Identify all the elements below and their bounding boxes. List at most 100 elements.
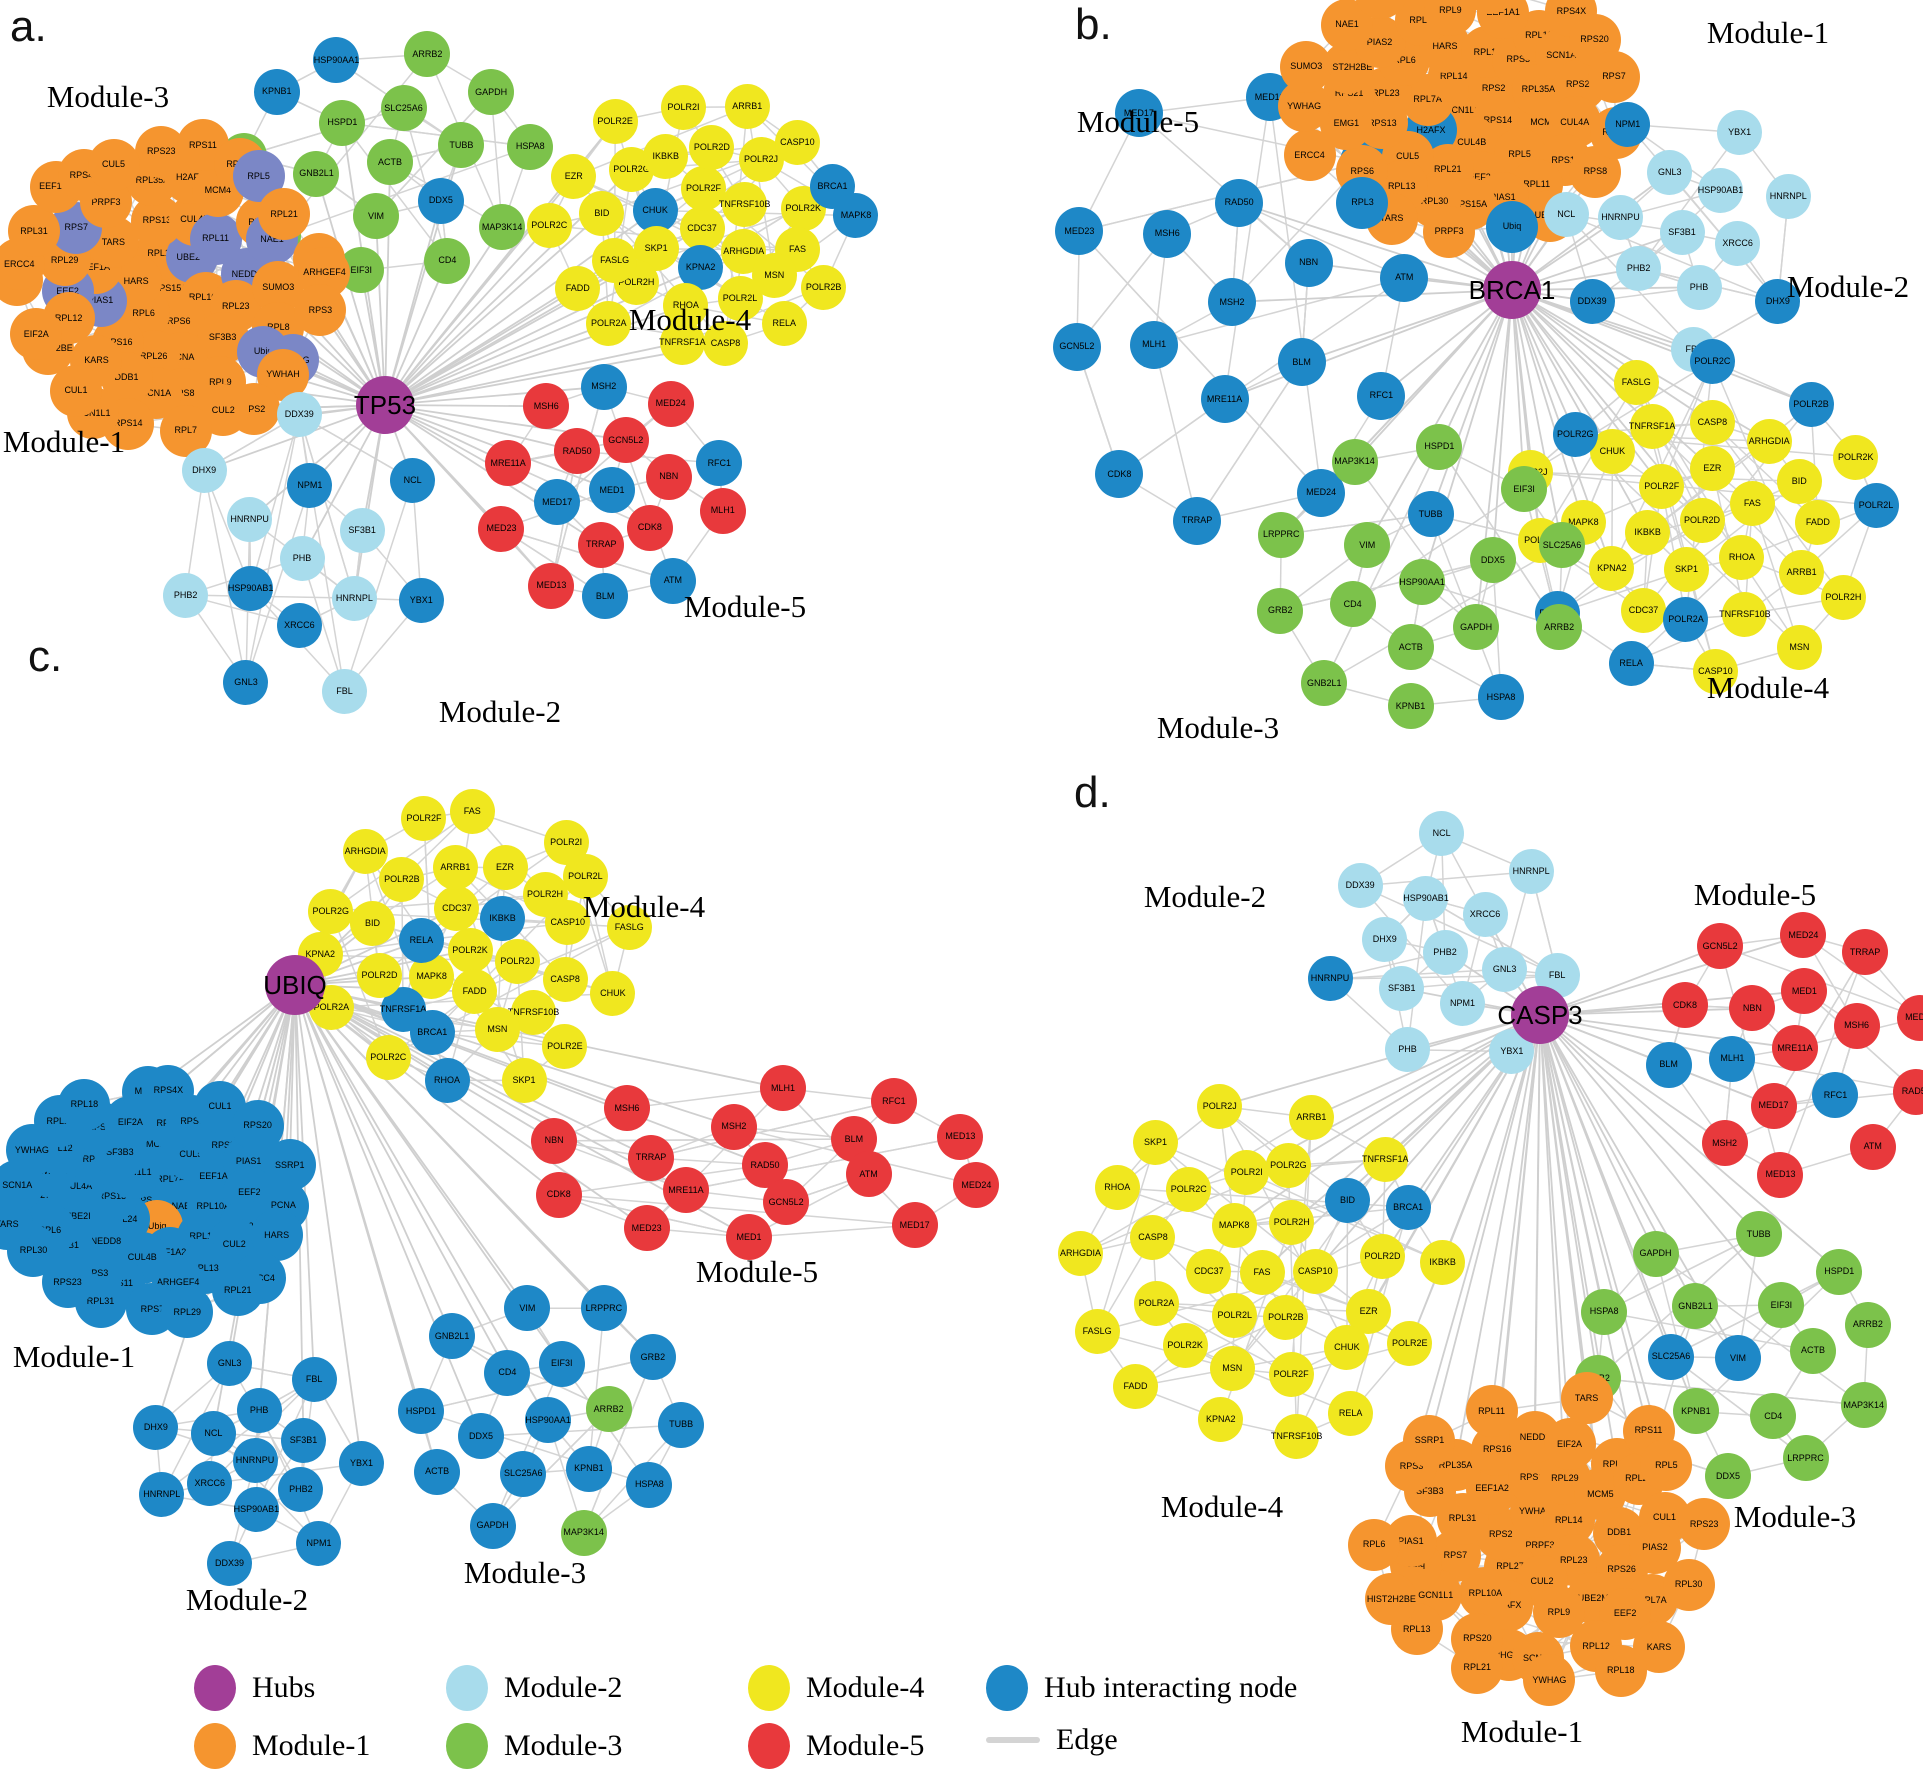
node-POLR2D: POLR2D: [356, 952, 402, 998]
node-label: MED23: [631, 1222, 662, 1233]
hub-node-TP53: TP53: [354, 376, 416, 434]
node-POLR2G: POLR2G: [308, 888, 354, 934]
node-HSP90AB1: HSP90AB1: [234, 1487, 279, 1533]
edge: [1539, 1014, 1571, 1445]
node-label: CASP8: [1697, 417, 1728, 428]
node-RELA: RELA: [1608, 640, 1654, 686]
node-label: PHB: [292, 552, 312, 563]
node-DHX9: DHX9: [133, 1404, 179, 1450]
node-POLR2B: POLR2B: [1788, 382, 1834, 428]
edge: [294, 984, 687, 1192]
node-label: FASLG: [1082, 1326, 1112, 1337]
node-label: PIAS1: [1398, 1535, 1424, 1546]
edge: [1280, 559, 1494, 612]
node-label: TNFRSF10B: [1719, 609, 1771, 620]
edge: [294, 984, 549, 1421]
node-label: HNRNPU: [230, 513, 269, 524]
node-label: POLR2A: [1668, 613, 1704, 624]
node-EIF3I: EIF3I: [538, 1340, 585, 1387]
node-EIF2A: EIF2A: [1463, 0, 1516, 14]
node-label: MSH2: [591, 381, 617, 392]
edge: [1627, 123, 1779, 303]
node-POLR2C: POLR2C: [1689, 338, 1735, 384]
node-label: CUL2: [222, 1238, 246, 1249]
node-label: ACTB: [425, 1466, 450, 1477]
node-label: BID: [594, 207, 610, 218]
node-GCN5L2: GCN5L2: [602, 417, 649, 464]
panel-letter: c.: [28, 632, 63, 681]
node-label: RFC1: [1823, 1089, 1848, 1100]
node-GRB2: GRB2: [1257, 587, 1304, 634]
node-label: XRCC6: [194, 1478, 226, 1489]
node-label: SF3B1: [1388, 983, 1416, 994]
node-MSH6: MSH6: [1143, 209, 1192, 258]
node-label: RPS7: [1602, 71, 1626, 82]
node-label: TUBB: [669, 1419, 694, 1430]
node-RHOA: RHOA: [1094, 1165, 1140, 1211]
node-label: SLC25A6: [1651, 1351, 1691, 1362]
node-label: TRRAP: [1181, 515, 1213, 526]
node-label: RPS7: [64, 222, 89, 233]
node-PHB2: PHB2: [163, 572, 209, 618]
node-RPL21: RPL21: [258, 188, 311, 241]
node-label: RHOA: [433, 1074, 460, 1085]
node-label: HSPA8: [634, 1479, 664, 1490]
module-label-c-module-4: Module-4: [582, 889, 706, 924]
node-label: MED24: [961, 1179, 992, 1190]
node-label: POLR2H: [527, 889, 564, 900]
edge: [1638, 132, 1741, 269]
node-POLR2D: POLR2D: [1679, 497, 1725, 543]
node-Ubiq: Ubiq: [1485, 200, 1538, 253]
edge: [474, 926, 630, 993]
node-label: TUBB: [1418, 508, 1443, 519]
node-label: RPS4X: [153, 1085, 184, 1096]
edge: [384, 404, 558, 504]
node-label: CUL5: [102, 159, 126, 170]
hub-label: UBIQ: [263, 969, 327, 1000]
node-label: CUL2: [1530, 1575, 1554, 1586]
node-label: POLR2G: [1557, 428, 1594, 439]
node-label: CASP10: [550, 917, 585, 928]
node-label: BLM: [1659, 1059, 1678, 1070]
node-label: MAP3K14: [563, 1527, 604, 1537]
node-label: EZR: [564, 171, 583, 182]
node-POLR2B: POLR2B: [1263, 1294, 1309, 1340]
legend-item-hubs: Hubs: [194, 1665, 315, 1711]
module-label-b-module-5: Module-5: [1076, 104, 1200, 139]
node-label: NPM1: [306, 1538, 332, 1549]
node-label: GNB2L1: [299, 168, 334, 179]
node-HSP90AA1: HSP90AA1: [1399, 559, 1445, 605]
module-label-d-module-5: Module-5: [1693, 877, 1817, 912]
edge: [294, 984, 482, 1437]
node-GAPDH: GAPDH: [469, 1502, 516, 1549]
node-label: POLR2I: [1230, 1166, 1263, 1177]
node-XRCC6: XRCC6: [1715, 220, 1761, 266]
node-KPNB1: KPNB1: [253, 68, 300, 115]
node-GNB2L1: GNB2L1: [1301, 660, 1348, 707]
node-label: PIAS2: [1366, 36, 1393, 47]
node-POLR2A: POLR2A: [586, 300, 632, 346]
edge: [685, 1136, 961, 1191]
node-CDC37: CDC37: [679, 205, 725, 251]
edge: [1751, 503, 1801, 648]
node-RPL21: RPL21: [1451, 1641, 1504, 1694]
edge: [1530, 360, 1713, 474]
node-label: RPL14: [1440, 70, 1468, 81]
node-MSH2: MSH2: [580, 363, 627, 410]
node-label: FAS: [463, 805, 481, 816]
node-label: DDX39: [1345, 880, 1375, 891]
node-label: ARRB1: [1786, 566, 1817, 577]
node-label: SKP1: [512, 1074, 536, 1085]
node-POLR2D: POLR2D: [1359, 1233, 1405, 1279]
edge: [1711, 360, 1803, 573]
node-NCL: NCL: [390, 457, 436, 503]
node-label: GNB2L1: [1306, 677, 1342, 688]
node-POLR2F: POLR2F: [1268, 1352, 1314, 1398]
node-label: HSP90AA1: [313, 54, 360, 65]
node-label: GAPDH: [475, 86, 508, 97]
edge: [161, 1378, 315, 1496]
node-label: ACTB: [377, 156, 402, 167]
node-label: CHUK: [642, 204, 668, 215]
node-label: MED1: [1791, 985, 1817, 996]
legend-label: Module-5: [806, 1729, 925, 1762]
